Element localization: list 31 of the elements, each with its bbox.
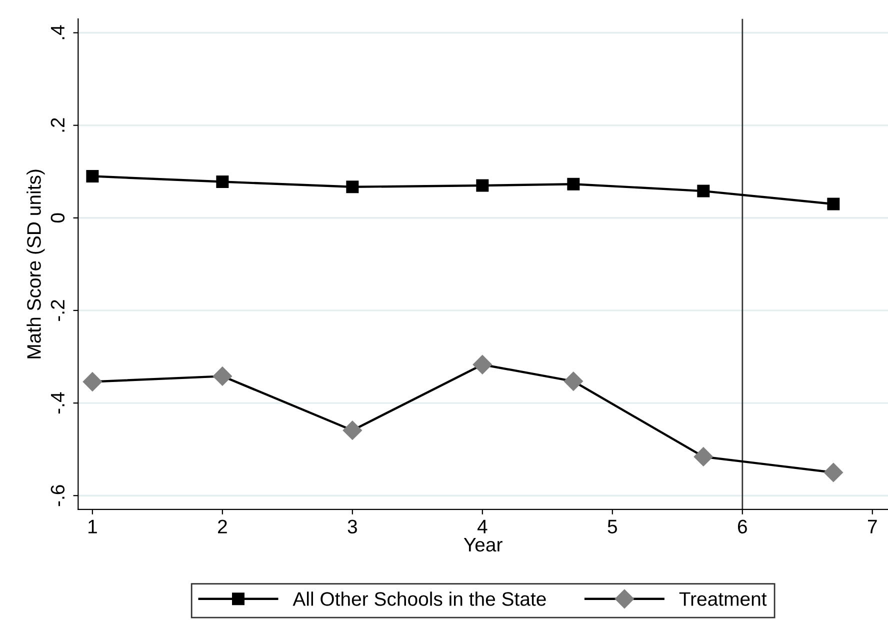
point [82,372,102,392]
legend-label: All Other Schools in the State [292,592,546,606]
point [567,178,580,190]
x-tick-label: 1 [88,520,97,534]
point [346,180,359,194]
y-tick-label: .2 [50,118,64,132]
x-tick-label: 5 [608,520,618,534]
y-tick-label: 0 [50,213,65,223]
point [476,179,489,192]
x-axis-title: Year [464,538,502,552]
x-tick-label: 2 [218,520,227,534]
x-tick-label: 4 [477,520,488,534]
legend-label: Treatment [679,592,767,606]
point [472,355,492,374]
point [564,372,583,391]
point [86,170,99,182]
x-tick-label: 3 [348,520,357,534]
point [827,198,840,210]
point [212,366,232,386]
point [216,176,229,188]
x-tick-label: 6 [738,520,747,534]
point [342,420,362,440]
y-tick-label: -.6 [50,485,65,506]
y-tick-label: -.4 [51,392,64,414]
x-tick-label: 7 [868,520,877,534]
y-axis-title: Math Score (SD units) [26,170,45,358]
point [824,462,843,482]
y-tick-label: .4 [51,25,64,40]
point [694,447,713,466]
y-tick-label: -.2 [50,300,64,321]
point [697,184,710,198]
